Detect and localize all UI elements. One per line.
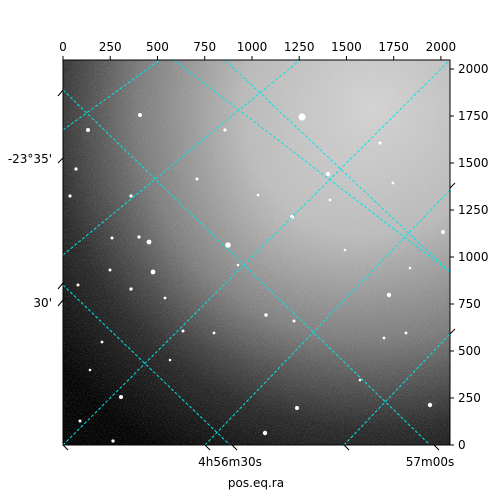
star	[441, 230, 445, 234]
coordinate-grid	[63, 60, 450, 445]
star	[88, 368, 92, 372]
star	[119, 395, 123, 399]
y-tick-label: 1250	[458, 203, 489, 217]
x-tick-label: 500	[146, 40, 169, 54]
ra-tick-label-2: 57m00s	[406, 455, 454, 469]
star	[111, 439, 115, 443]
star	[110, 236, 114, 240]
star	[236, 263, 240, 267]
x-tick-label: 2000	[426, 40, 457, 54]
star	[295, 406, 299, 410]
star	[325, 171, 331, 177]
y-tick-label: 1500	[458, 156, 489, 170]
y-tick-label: 2000	[458, 62, 489, 76]
star	[137, 235, 141, 239]
star	[150, 269, 156, 275]
star	[146, 239, 152, 245]
star	[264, 313, 268, 317]
world-tick-mark	[62, 444, 69, 451]
y-tick-label: 0	[458, 438, 466, 452]
star	[195, 177, 199, 181]
world-tick-mark	[57, 89, 64, 97]
world-tick-mark	[57, 157, 64, 164]
y-tick-label: 500	[458, 344, 481, 358]
grid-line-dec	[343, 333, 450, 445]
star	[292, 319, 296, 323]
star	[78, 419, 82, 423]
world-tick-mark	[231, 444, 238, 451]
star	[74, 167, 78, 171]
grid-line-ra	[63, 284, 231, 445]
star	[386, 292, 392, 298]
world-tick-mark	[449, 182, 456, 189]
star	[108, 268, 112, 272]
star	[328, 198, 332, 202]
star	[86, 128, 90, 132]
star	[404, 331, 408, 335]
star	[129, 194, 133, 198]
star	[343, 248, 347, 252]
star	[212, 331, 216, 335]
grid-line-ra	[63, 89, 431, 445]
star	[100, 340, 104, 344]
star	[298, 113, 306, 121]
x-tick-label: 750	[193, 40, 216, 54]
world-tick-mark	[57, 299, 64, 307]
star	[68, 194, 72, 198]
dec-tick-label-1: -23°35'	[8, 152, 52, 166]
dec-tick-label-2: 30'	[33, 296, 52, 310]
star	[76, 283, 80, 287]
y-tick-label: 250	[458, 391, 481, 405]
x-tick-label: 1750	[378, 40, 409, 54]
x-tick-label: 250	[99, 40, 122, 54]
y-tick-label: 1750	[458, 109, 489, 123]
star	[138, 113, 142, 117]
x-tick-label: 1250	[284, 40, 315, 54]
world-tick-mark	[433, 444, 440, 451]
star	[427, 402, 433, 408]
axis-ticks: 0 250 500 750 1000 1250 1500 1750 2000 0 250 500 750…	[57, 40, 489, 452]
y-tick-label: 1000	[458, 250, 489, 264]
star	[391, 181, 395, 185]
x-axis-label: pos.eq.ra	[228, 476, 284, 490]
grid-line-ra	[224, 60, 450, 273]
stars-layer	[68, 113, 445, 443]
grid-line-dec	[63, 60, 301, 256]
world-tick-mark	[343, 444, 350, 451]
world-tick-mark	[57, 282, 64, 290]
star	[181, 329, 185, 333]
star	[262, 430, 268, 436]
grid-line-ra	[172, 60, 450, 273]
ra-tick-label-1: 4h56m30s	[198, 455, 262, 469]
grid-line-dec	[204, 189, 450, 445]
world-tick-mark	[204, 444, 211, 451]
world-tick-mark	[449, 328, 456, 335]
star	[168, 358, 172, 362]
x-tick-label: 1000	[237, 40, 268, 54]
star	[225, 242, 231, 248]
star	[408, 266, 412, 270]
grid-line-dec	[63, 60, 450, 445]
star	[256, 193, 260, 197]
y-tick-label: 750	[458, 297, 481, 311]
star	[382, 336, 386, 340]
star	[129, 287, 133, 291]
plot-frame	[62, 59, 451, 446]
star	[358, 378, 362, 382]
star	[223, 128, 227, 132]
x-tick-label: 0	[59, 40, 67, 54]
star	[163, 296, 167, 300]
star	[378, 141, 382, 145]
x-tick-label: 1500	[331, 40, 362, 54]
